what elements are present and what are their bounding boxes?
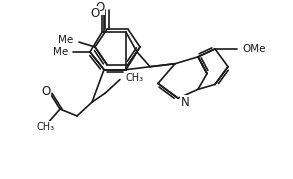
Text: O: O [96, 1, 105, 14]
Text: OMe: OMe [242, 44, 265, 54]
Text: CH₃: CH₃ [125, 72, 143, 83]
Text: Me: Me [58, 35, 73, 45]
Text: Me: Me [53, 47, 68, 57]
Text: O: O [90, 7, 100, 20]
Text: N: N [181, 96, 190, 109]
Text: CH₃: CH₃ [37, 122, 55, 132]
Text: O: O [41, 85, 51, 98]
